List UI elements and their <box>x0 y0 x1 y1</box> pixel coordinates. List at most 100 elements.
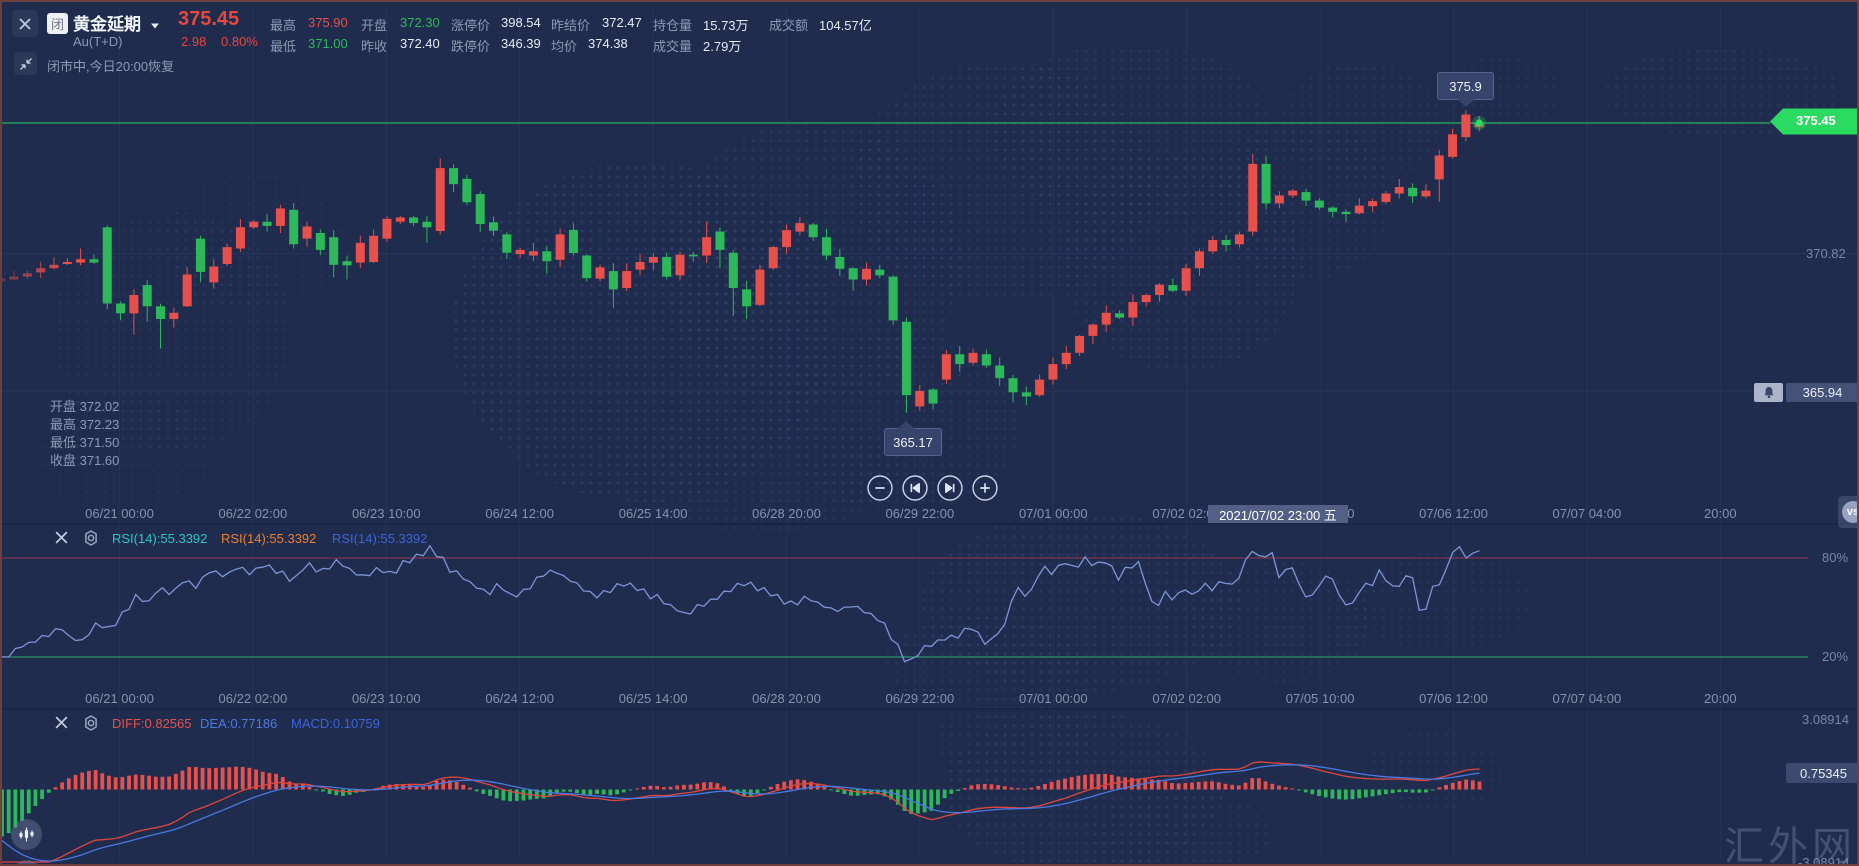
candle[interactable] <box>342 255 352 280</box>
candle[interactable] <box>875 264 885 279</box>
candle[interactable] <box>1021 386 1031 405</box>
candle[interactable] <box>262 214 272 232</box>
skip-end-button[interactable] <box>936 475 963 501</box>
candle[interactable] <box>289 203 299 249</box>
candle[interactable] <box>382 216 392 242</box>
candle[interactable] <box>675 251 685 281</box>
candle[interactable] <box>915 385 925 411</box>
candle[interactable] <box>462 175 472 205</box>
candle[interactable] <box>941 350 951 384</box>
rsi-close-button[interactable] <box>54 530 70 546</box>
compare-button[interactable]: vs <box>1838 496 1857 528</box>
symbol-name[interactable]: 黄金延期 <box>73 10 160 35</box>
candle[interactable] <box>182 267 192 308</box>
candle[interactable] <box>355 235 365 268</box>
macd-close-button[interactable] <box>54 715 70 731</box>
candle[interactable] <box>888 275 898 325</box>
candle[interactable] <box>222 243 232 266</box>
candle[interactable] <box>555 228 565 268</box>
candle[interactable] <box>568 223 578 256</box>
candle[interactable] <box>688 251 698 262</box>
candle[interactable] <box>808 223 818 241</box>
candle[interactable] <box>702 221 712 264</box>
candle[interactable] <box>329 230 339 278</box>
rsi-label-0[interactable]: RSI(14):55.3392 <box>112 531 208 546</box>
candle[interactable] <box>1208 236 1218 254</box>
draw-tool-button[interactable] <box>12 860 42 864</box>
candle[interactable] <box>1194 248 1204 276</box>
candle[interactable] <box>1181 263 1191 296</box>
macd-label-2[interactable]: MACD:0.10759 <box>291 716 380 731</box>
candle[interactable] <box>995 357 1005 386</box>
zoom-out-button[interactable] <box>866 475 893 501</box>
candle[interactable] <box>1354 198 1364 215</box>
candle[interactable] <box>1408 183 1418 204</box>
candle[interactable] <box>795 217 805 236</box>
candle[interactable] <box>169 307 179 328</box>
candle[interactable] <box>1168 278 1178 293</box>
price-alert-bell-chip[interactable] <box>1754 383 1783 402</box>
candle[interactable] <box>1088 323 1098 344</box>
candle[interactable] <box>249 220 259 230</box>
candle[interactable] <box>622 263 632 292</box>
candle[interactable] <box>1461 110 1471 142</box>
candle[interactable] <box>782 224 792 254</box>
candle[interactable] <box>742 280 752 319</box>
candle[interactable] <box>928 387 938 410</box>
candle[interactable] <box>542 246 552 274</box>
candle[interactable] <box>302 221 312 247</box>
candle[interactable] <box>195 235 205 283</box>
candle[interactable] <box>1261 155 1271 210</box>
candle[interactable] <box>1328 206 1338 218</box>
candle[interactable] <box>1368 198 1378 213</box>
candle[interactable] <box>968 348 978 366</box>
macd-label-1[interactable]: DEA:0.77186 <box>200 716 278 731</box>
candle[interactable] <box>409 215 419 227</box>
candle[interactable] <box>715 227 725 269</box>
candle[interactable] <box>22 270 32 280</box>
candle[interactable] <box>1035 374 1045 398</box>
candle[interactable] <box>502 232 512 260</box>
collapse-button[interactable] <box>14 52 37 75</box>
candle[interactable] <box>129 289 139 335</box>
macd-settings-button[interactable] <box>82 714 100 732</box>
candle[interactable] <box>1008 375 1018 403</box>
rsi-label-1[interactable]: RSI(14):55.3392 <box>221 531 317 546</box>
candle[interactable] <box>595 264 605 282</box>
candle[interactable] <box>395 216 405 225</box>
candle[interactable] <box>768 245 778 270</box>
candle[interactable] <box>449 164 459 193</box>
candle[interactable] <box>861 262 871 286</box>
candle[interactable] <box>1421 183 1431 199</box>
candle[interactable] <box>76 248 86 266</box>
candle[interactable] <box>1434 149 1444 202</box>
candle[interactable] <box>755 264 765 307</box>
candle[interactable] <box>1075 335 1085 357</box>
candle[interactable] <box>1234 232 1244 248</box>
candle[interactable] <box>1248 154 1258 236</box>
candle[interactable] <box>1128 294 1138 326</box>
candle[interactable] <box>1381 190 1391 204</box>
candle[interactable] <box>369 229 379 264</box>
candle[interactable] <box>435 158 445 235</box>
candle[interactable] <box>1141 293 1151 307</box>
candle[interactable] <box>62 258 72 266</box>
candle[interactable] <box>1341 209 1351 222</box>
candle[interactable] <box>1061 346 1071 369</box>
candle[interactable] <box>156 303 166 349</box>
candle[interactable] <box>1115 310 1125 319</box>
candle[interactable] <box>728 250 738 317</box>
candle[interactable] <box>1448 128 1458 159</box>
candle[interactable] <box>608 263 618 308</box>
candle[interactable] <box>901 317 911 413</box>
candle[interactable] <box>275 204 285 233</box>
candle[interactable] <box>1101 305 1111 332</box>
candle[interactable] <box>528 242 538 262</box>
candle[interactable] <box>1314 198 1324 211</box>
candle[interactable] <box>1274 191 1284 209</box>
candle[interactable] <box>49 257 59 270</box>
candle[interactable] <box>142 280 152 322</box>
candle[interactable] <box>981 349 991 368</box>
candle[interactable] <box>835 248 845 277</box>
